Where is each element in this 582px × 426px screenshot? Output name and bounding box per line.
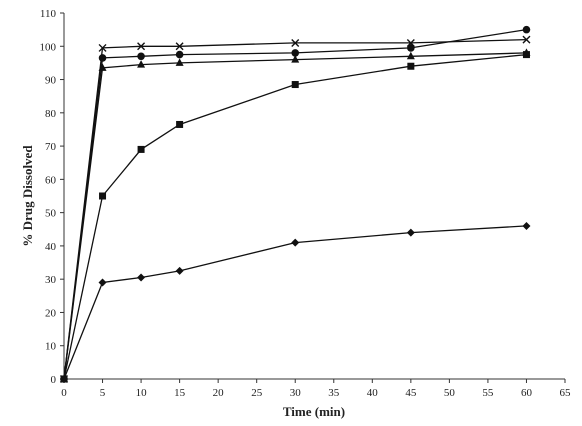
- data-point-x: [98, 43, 107, 52]
- data-point-x: [522, 35, 531, 44]
- data-point-triangle: [98, 63, 107, 71]
- data-point-diamond: [406, 228, 415, 237]
- x-tick-label: 10: [136, 387, 148, 399]
- data-point-circle: [98, 54, 107, 62]
- x-tick-label: 40: [367, 387, 379, 399]
- data-point-triangle: [522, 48, 531, 56]
- x-tick-label: 35: [328, 387, 340, 399]
- series-line-triangle: [63, 52, 527, 380]
- data-point-diamond: [291, 238, 300, 247]
- y-tick-label: 90: [45, 75, 57, 87]
- x-tick-label: 55: [482, 387, 494, 399]
- data-point-diamond: [137, 273, 146, 282]
- data-point-x: [291, 38, 300, 47]
- data-point-diamond: [98, 278, 107, 287]
- data-point-x: [60, 375, 68, 383]
- y-tick-label: 80: [45, 108, 57, 120]
- y-tick-label: 110: [40, 8, 57, 20]
- y-tick-label: 50: [45, 208, 57, 220]
- y-tick-label: 40: [45, 241, 57, 253]
- series-line-square: [63, 53, 527, 380]
- data-point-diamond: [175, 266, 184, 275]
- data-point-diamond: [522, 221, 531, 230]
- data-point-circle: [137, 52, 145, 61]
- data-point-circle: [175, 50, 184, 59]
- x-tick-label: 30: [290, 387, 302, 399]
- x-tick-label: 0: [61, 387, 67, 399]
- data-point-triangle: [406, 51, 415, 60]
- data-point-x: [406, 38, 415, 47]
- y-tick-label: 10: [45, 341, 57, 353]
- y-tick-label: 100: [40, 41, 57, 53]
- x-tick-label: 15: [174, 387, 186, 399]
- y-tick-label: 30: [45, 274, 57, 286]
- data-point-x: [175, 42, 184, 51]
- data-point-triangle: [137, 60, 146, 68]
- data-point-circle: [291, 49, 300, 57]
- x-tick-label: 25: [251, 387, 263, 399]
- y-tick-label: 20: [45, 307, 57, 319]
- axes: [63, 13, 565, 380]
- x-axis-title: Time (min): [283, 404, 345, 419]
- x-tick-label: 50: [444, 387, 456, 399]
- series-line-diamond: [63, 225, 527, 380]
- x-tick-label: 5: [100, 387, 106, 399]
- tick-group: 0 5 10 15 20 25 30 35 40 45 50 55 60 65 0 10 20 30 40 50 60 7…: [40, 8, 572, 399]
- x-tick-label: 45: [405, 387, 417, 399]
- y-tick-label: 70: [45, 141, 57, 153]
- data-point-triangle: [291, 55, 300, 63]
- data-point-triangle: [175, 58, 184, 66]
- data-point-square: [176, 120, 184, 128]
- y-axis-title: % Drug Dissolved: [20, 145, 35, 247]
- data-point-square: [99, 192, 107, 200]
- data-point-square: [291, 81, 299, 89]
- data-point-square: [407, 62, 415, 70]
- x-tick-label: 60: [521, 387, 533, 399]
- data-point-circle: [407, 44, 415, 52]
- y-tick-label: 0: [51, 374, 57, 386]
- y-tick-label: 60: [45, 174, 57, 186]
- data-point-x: [137, 42, 146, 51]
- series-markers: [60, 25, 531, 383]
- series-line-x: [63, 38, 527, 380]
- x-tick-label: 20: [213, 387, 225, 399]
- x-tick-label: 65: [560, 387, 572, 399]
- data-point-square: [137, 145, 145, 153]
- data-point-circle: [522, 25, 531, 34]
